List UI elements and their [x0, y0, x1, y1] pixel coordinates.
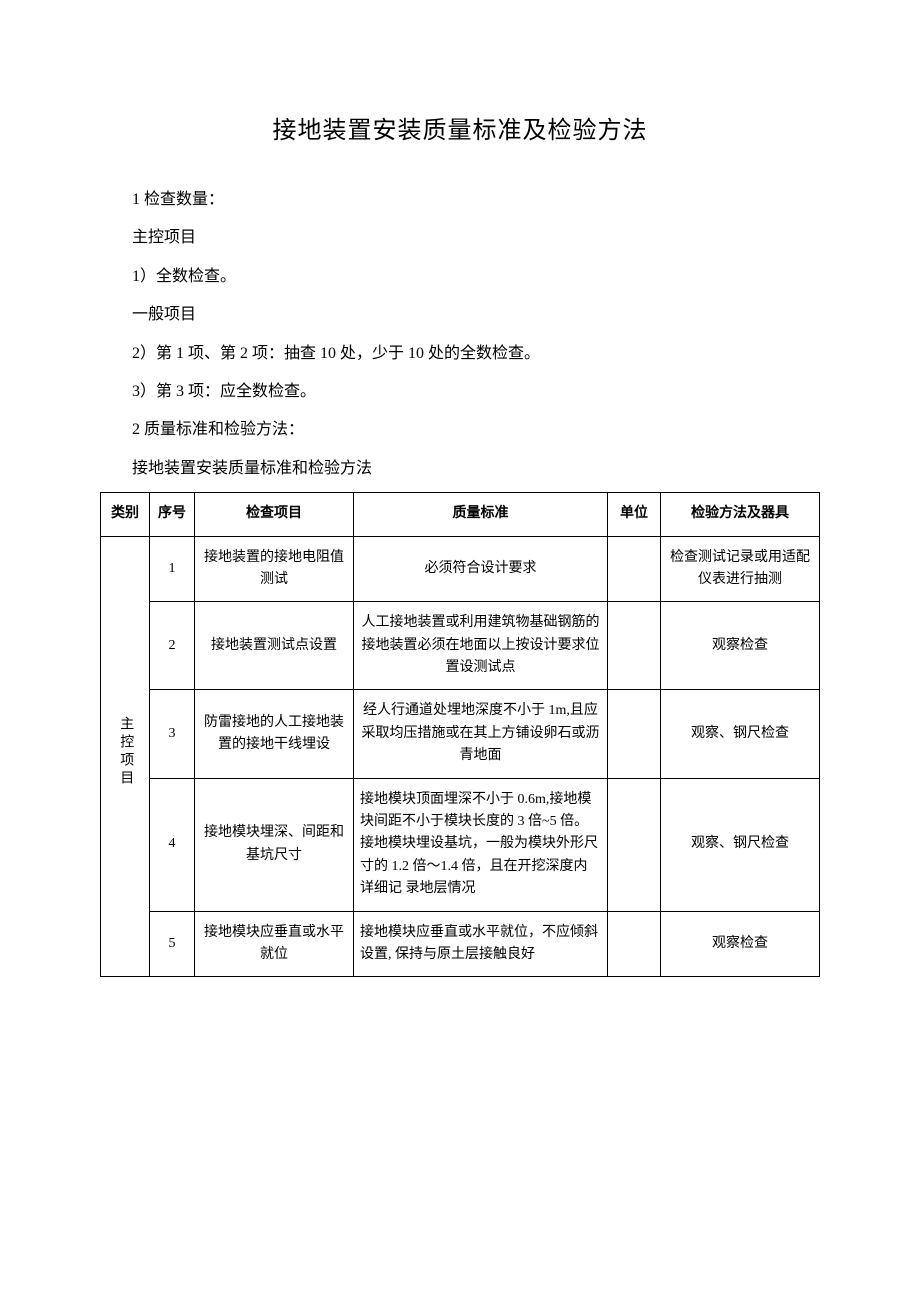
td-seq: 1	[150, 536, 195, 602]
td-item: 防雷接地的人工接地装置的接地干线埋设	[195, 690, 354, 778]
td-unit	[608, 778, 661, 911]
td-category: 主控项目	[101, 536, 150, 977]
td-standard: 接地模块应垂直或水平就位，不应倾斜设置, 保持与原土层接触良好	[354, 911, 608, 977]
paragraph: 2 质量标准和检验方法：	[100, 411, 820, 449]
standards-table: 类别 序号 检查项目 质量标准 单位 检验方法及器具 主控项目 1 接地装置的接…	[100, 492, 820, 977]
td-standard: 经人行通道处埋地深度不小于 1m,且应采取均压措施或在其上方铺设卵石或沥青地面	[354, 690, 608, 778]
td-standard: 人工接地装置或利用建筑物基础钢筋的接地装置必须在地面以上按设计要求位置设测试点	[354, 602, 608, 690]
table-row: 主控项目 1 接地装置的接地电阻值测试 必须符合设计要求 检查测试记录或用适配仪…	[101, 536, 820, 602]
td-method: 观察检查	[661, 602, 820, 690]
th-seq: 序号	[150, 493, 195, 536]
th-unit: 单位	[608, 493, 661, 536]
td-unit	[608, 602, 661, 690]
td-seq: 5	[150, 911, 195, 977]
paragraph: 3）第 3 项：应全数检查。	[100, 373, 820, 411]
th-method: 检验方法及器具	[661, 493, 820, 536]
td-method: 观察、钢尺检查	[661, 778, 820, 911]
body-text-block: 1 检查数量： 主控项目 1）全数检查。 一般项目 2）第 1 项、第 2 项：…	[100, 181, 820, 488]
paragraph: 1）全数检查。	[100, 258, 820, 296]
table-row: 2 接地装置测试点设置 人工接地装置或利用建筑物基础钢筋的接地装置必须在地面以上…	[101, 602, 820, 690]
td-unit	[608, 690, 661, 778]
td-item: 接地模块应垂直或水平就位	[195, 911, 354, 977]
td-standard: 接地模块顶面埋深不小于 0.6m,接地模块间距不小于模块长度的 3 倍~5 倍。…	[354, 778, 608, 911]
td-unit	[608, 911, 661, 977]
paragraph: 1 检查数量：	[100, 181, 820, 219]
page-title: 接地装置安装质量标准及检验方法	[100, 110, 820, 145]
td-seq: 4	[150, 778, 195, 911]
table-header-row: 类别 序号 检查项目 质量标准 单位 检验方法及器具	[101, 493, 820, 536]
table-row: 5 接地模块应垂直或水平就位 接地模块应垂直或水平就位，不应倾斜设置, 保持与原…	[101, 911, 820, 977]
td-unit	[608, 536, 661, 602]
td-method: 检查测试记录或用适配仪表进行抽测	[661, 536, 820, 602]
td-item: 接地模块埋深、间距和基坑尺寸	[195, 778, 354, 911]
paragraph: 接地装置安装质量标准和检验方法	[100, 450, 820, 488]
th-standard: 质量标准	[354, 493, 608, 536]
table-row: 4 接地模块埋深、间距和基坑尺寸 接地模块顶面埋深不小于 0.6m,接地模块间距…	[101, 778, 820, 911]
paragraph: 2）第 1 项、第 2 项：抽查 10 处，少于 10 处的全数检查。	[100, 335, 820, 373]
th-item: 检查项目	[195, 493, 354, 536]
table-row: 3 防雷接地的人工接地装置的接地干线埋设 经人行通道处埋地深度不小于 1m,且应…	[101, 690, 820, 778]
td-seq: 3	[150, 690, 195, 778]
category-label: 主控项目	[114, 716, 136, 788]
td-method: 观察、钢尺检查	[661, 690, 820, 778]
document-page: 接地装置安装质量标准及检验方法 1 检查数量： 主控项目 1）全数检查。 一般项…	[0, 0, 920, 1301]
paragraph: 一般项目	[100, 296, 820, 334]
paragraph: 主控项目	[100, 219, 820, 257]
td-method: 观察检查	[661, 911, 820, 977]
th-category: 类别	[101, 493, 150, 536]
td-seq: 2	[150, 602, 195, 690]
td-item: 接地装置的接地电阻值测试	[195, 536, 354, 602]
td-standard: 必须符合设计要求	[354, 536, 608, 602]
td-item: 接地装置测试点设置	[195, 602, 354, 690]
